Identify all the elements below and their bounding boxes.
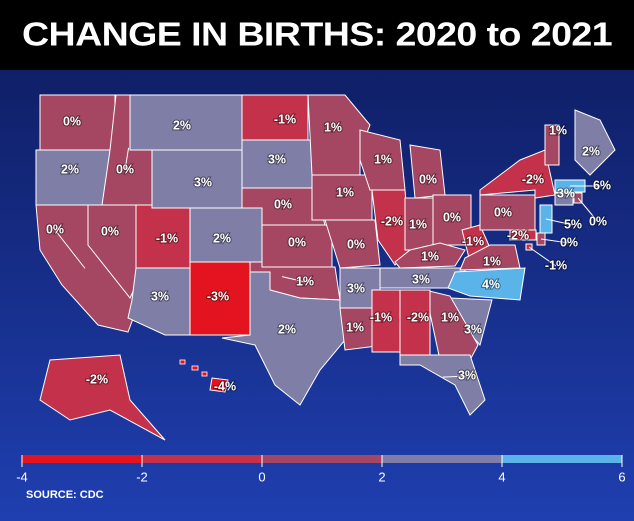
- legend-tick-label: 6: [618, 469, 625, 484]
- state-value-label: 1%: [549, 123, 567, 137]
- state-value-label: 3%: [194, 175, 212, 189]
- state-value-label: -2%: [86, 372, 108, 386]
- state: [39, 354, 166, 441]
- state-value-label: 3%: [458, 368, 476, 382]
- island: [179, 359, 186, 365]
- state-value-label: 0%: [288, 235, 306, 249]
- state: [209, 377, 229, 393]
- legend-tick-label: 4: [498, 469, 505, 484]
- state-value-label: -1%: [370, 310, 392, 324]
- state: [399, 354, 486, 416]
- state-value-label: 0%: [116, 162, 134, 176]
- leader-line: [281, 276, 306, 283]
- state-value-label: 0%: [101, 224, 119, 238]
- state-value-label: 1%: [336, 185, 354, 199]
- state-value-label: -3%: [207, 289, 229, 303]
- state-value-label: 1%: [346, 320, 364, 334]
- legend-tick-label: -4: [16, 469, 28, 484]
- legend: -4 -2 0 2 4 6: [16, 455, 626, 484]
- legend-tick-label: 0: [258, 469, 265, 484]
- legend-swatch: [502, 455, 622, 463]
- leader-line: [124, 147, 130, 171]
- state-value-label: -2%: [407, 310, 429, 324]
- state-value-label: 5%: [564, 217, 582, 231]
- state-value-label: 1%: [483, 254, 501, 268]
- legend-swatch: [22, 455, 142, 463]
- state-labels: 0% 2% 0% 0% 0% 2% 3% -1% 2% 3% -3% -1% 3% 0% 0% 1% 2% 1% 1…: [45, 111, 612, 394]
- state-value-label: 2%: [61, 162, 79, 176]
- state-value-label: 1%: [421, 249, 439, 263]
- state-value-label: 0%: [494, 205, 512, 219]
- state: [509, 229, 537, 241]
- state-value-label: 0%: [419, 172, 437, 186]
- state-value-label: 0%: [560, 235, 578, 249]
- state-value-label: -1%: [462, 234, 484, 248]
- state-value-label: 2%: [278, 322, 296, 336]
- leader-line: [540, 238, 570, 244]
- state-value-label: 3%: [151, 289, 169, 303]
- state-value-label: -2%: [381, 214, 403, 228]
- legend-swatch: [262, 455, 382, 463]
- state: [574, 109, 616, 176]
- states: [35, 94, 616, 441]
- state-value-label: 1%: [409, 217, 427, 231]
- state-value-label: 3%: [347, 281, 365, 295]
- state-value-label: 2%: [213, 231, 231, 245]
- state-value-label: 3%: [268, 152, 286, 166]
- state-value-label: -1%: [545, 258, 567, 272]
- state: [424, 289, 479, 361]
- legend-tick-label: 2: [378, 469, 385, 484]
- state-value-label: 0%: [63, 114, 81, 128]
- title-bar: [0, 0, 634, 70]
- leader-line: [528, 246, 557, 267]
- state-value-label: -2%: [522, 172, 544, 186]
- state: [324, 219, 381, 269]
- state: [554, 192, 574, 206]
- state-value-label: 1%: [324, 120, 342, 134]
- state-value-label: 2%: [173, 118, 191, 132]
- leader-line: [577, 197, 599, 223]
- state-value-label: 0%: [274, 197, 292, 211]
- state: [544, 124, 560, 166]
- state-value-label: 1%: [374, 152, 392, 166]
- leader-line: [545, 218, 574, 226]
- state: [447, 267, 526, 301]
- legend-swatch: [142, 455, 262, 463]
- state-value-label: -1%: [156, 231, 178, 245]
- state: [479, 149, 556, 199]
- state-value-label: 4%: [482, 277, 500, 291]
- state-value-label: 1%: [296, 274, 314, 288]
- state-value-label: 3%: [464, 322, 482, 336]
- state-value-label: 6%: [593, 178, 611, 192]
- source: SOURCE: CDC: [26, 489, 104, 501]
- island: [191, 365, 199, 371]
- legend-swatch: [382, 455, 502, 463]
- title: CHANGE IN BIRTHS: 2020 to 2021: [22, 16, 612, 53]
- state-value-label: 3%: [557, 186, 575, 200]
- state-value-label: -2%: [507, 228, 529, 242]
- leader-line: [54, 229, 86, 269]
- state-value-label: 0%: [443, 210, 461, 224]
- state: [459, 244, 521, 271]
- leader-line: [442, 375, 468, 378]
- state: [371, 289, 401, 353]
- state: [221, 271, 346, 406]
- island: [201, 371, 208, 377]
- state-value-label: -4%: [214, 379, 236, 393]
- state-value-label: 0%: [589, 214, 607, 228]
- legend-tick-label: -2: [136, 469, 148, 484]
- state-value-label: 0%: [46, 222, 64, 236]
- state-value-label: 1%: [441, 310, 459, 324]
- state-value-label: 3%: [412, 272, 430, 286]
- state-value-label: 2%: [582, 144, 600, 158]
- state-value-label: 0%: [347, 237, 365, 251]
- state-value-label: -1%: [274, 112, 296, 126]
